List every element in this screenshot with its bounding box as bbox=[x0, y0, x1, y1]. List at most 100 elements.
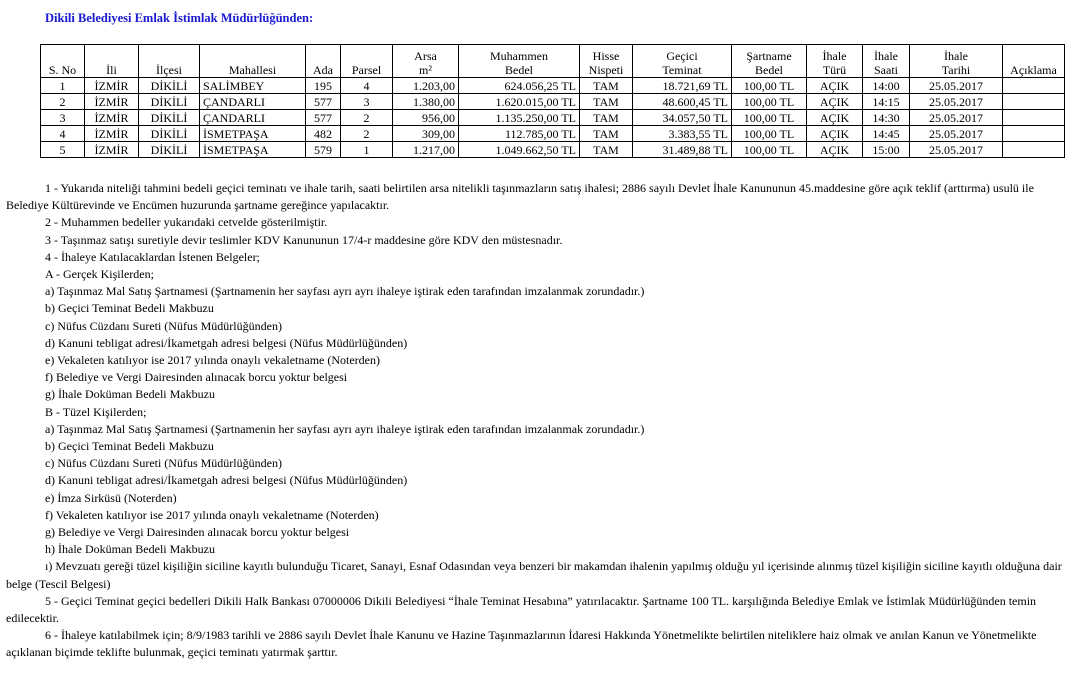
table-cell: 4 bbox=[40, 125, 85, 142]
paragraph: c) Nüfus Cüzdanı Sureti (Nüfus Müdürlüğü… bbox=[45, 456, 282, 471]
table-cell: İSMETPAŞA bbox=[199, 125, 306, 142]
paragraph: a) Taşınmaz Mal Satış Şartnamesi (Şartna… bbox=[45, 421, 645, 436]
table-cell: 3 bbox=[340, 93, 393, 110]
header-line: Teminat bbox=[662, 63, 702, 77]
table-cell bbox=[1002, 109, 1065, 126]
paragraph: ı) Mevzuatı gereği tüzel kişiliğin sicil… bbox=[6, 559, 1062, 591]
header-line: İhale bbox=[944, 49, 968, 63]
table-cell: 5 bbox=[40, 141, 85, 158]
column-header: İhale Saati bbox=[862, 44, 910, 78]
column-header: Mahallesi bbox=[199, 44, 306, 78]
header-line: Bedel bbox=[505, 63, 533, 77]
header-line: Saati bbox=[874, 63, 898, 77]
table-cell: 100,00 TL bbox=[731, 141, 807, 158]
table-cell: 1.135.250,00 TL bbox=[458, 109, 580, 126]
column-header: Şartname Bedel bbox=[731, 44, 807, 78]
header-line: S. No bbox=[48, 63, 77, 77]
column-header: İli bbox=[84, 44, 139, 78]
table-cell: 15:00 bbox=[862, 141, 910, 158]
table-cell: 1 bbox=[340, 141, 393, 158]
header-line: İhale bbox=[874, 49, 898, 63]
header-line: İli bbox=[106, 63, 117, 77]
table-cell: 48.600,45 TL bbox=[632, 93, 732, 110]
table-cell: 577 bbox=[305, 93, 341, 110]
paragraph: B - Tüzel Kişilerden; bbox=[45, 404, 147, 419]
table-cell: 1.049.662,50 TL bbox=[458, 141, 580, 158]
paragraph: b) Geçici Teminat Bedeli Makbuzu bbox=[45, 439, 214, 454]
paragraph: a) Taşınmaz Mal Satış Şartnamesi (Şartna… bbox=[45, 284, 645, 299]
table-row: 2 İZMİR DİKİLİ ÇANDARLI 577 3 1.380,00 1.620.01… bbox=[40, 93, 1065, 110]
table-cell: TAM bbox=[579, 93, 633, 110]
paragraph: g) İhale Doküman Bedeli Makbuzu bbox=[45, 387, 215, 402]
table-cell: 3.383,55 TL bbox=[632, 125, 732, 142]
table-cell: 25.05.2017 bbox=[909, 109, 1003, 126]
table-row: 1 İZMİR DİKİLİ SALİMBEY 195 4 1.203,00 624.056,… bbox=[40, 77, 1065, 94]
paragraph: 5 - Geçici Teminat geçici bedelleri Diki… bbox=[6, 593, 1037, 626]
column-header: Arsa m² bbox=[392, 44, 459, 78]
paragraph: e) Vekaleten katılıyor ise 2017 yılında … bbox=[45, 353, 380, 368]
table-cell: 25.05.2017 bbox=[909, 77, 1003, 94]
table-cell: 195 bbox=[305, 77, 341, 94]
paragraph: h) İhale Doküman Bedeli Makbuzu bbox=[45, 542, 215, 557]
table-cell: 956,00 bbox=[392, 109, 459, 126]
column-header: Ada bbox=[305, 44, 341, 78]
table-row: 3 İZMİR DİKİLİ ÇANDARLI 577 2 956,00 1.135.250,… bbox=[40, 109, 1065, 126]
table-cell: 1 bbox=[40, 77, 85, 94]
column-header: Hisse Nispeti bbox=[579, 44, 633, 78]
table-cell: 34.057,50 TL bbox=[632, 109, 732, 126]
paragraph: 4 - İhaleye Katılacaklardan İstenen Belg… bbox=[45, 249, 260, 264]
table-cell: İZMİR bbox=[84, 125, 139, 142]
table-cell: ÇANDARLI bbox=[199, 109, 306, 126]
header-line: Açıklama bbox=[1010, 63, 1057, 77]
table-cell: TAM bbox=[579, 141, 633, 158]
table-cell: 1.203,00 bbox=[392, 77, 459, 94]
table-cell: 100,00 TL bbox=[731, 93, 807, 110]
header-line: İhale bbox=[822, 49, 847, 63]
paragraph: d) Kanuni tebligat adresi/İkametgah adre… bbox=[45, 335, 408, 350]
table-cell: 25.05.2017 bbox=[909, 125, 1003, 142]
table-cell: İZMİR bbox=[84, 141, 139, 158]
header-row: S. No İli İlçesi Mahallesi Ada Parsel Arsa m² Mu… bbox=[40, 44, 1065, 78]
table-cell: İZMİR bbox=[84, 109, 139, 126]
table-cell: 1.380,00 bbox=[392, 93, 459, 110]
paragraph: d) Kanuni tebligat adresi/İkametgah adre… bbox=[45, 473, 408, 488]
table-cell: TAM bbox=[579, 77, 633, 94]
table-cell: 624.056,25 TL bbox=[458, 77, 580, 94]
paragraph: 1 - Yukarıda niteliği tahmini bedeli geç… bbox=[6, 181, 1034, 213]
table-cell bbox=[1002, 141, 1065, 158]
table-cell: DİKİLİ bbox=[138, 77, 200, 94]
table-cell bbox=[1002, 93, 1065, 110]
table-cell: AÇIK bbox=[806, 141, 863, 158]
table-cell: 14:45 bbox=[862, 125, 910, 142]
auction-table: S. No İli İlçesi Mahallesi Ada Parsel Arsa m² Mu… bbox=[40, 44, 1065, 158]
table-cell: İZMİR bbox=[84, 77, 139, 94]
table-cell: TAM bbox=[579, 109, 633, 126]
paragraph: 2 - Muhammen bedeller yukarıdaki cetveld… bbox=[45, 215, 328, 230]
paragraph: 6 - İhaleye katılabilmek için; 8/9/1983 … bbox=[6, 628, 1037, 660]
column-header: Parsel bbox=[340, 44, 393, 78]
header-line: Ada bbox=[313, 63, 333, 77]
column-header: Geçici Teminat bbox=[632, 44, 732, 78]
paragraph: f) Vekaleten katılıyor ise 2017 yılında … bbox=[45, 507, 379, 522]
body-text: 1 - Yukarıda niteliği tahmini bedeli geç… bbox=[6, 180, 1068, 662]
paragraph: b) Geçici Teminat Bedeli Makbuzu bbox=[45, 301, 214, 316]
table-cell: 100,00 TL bbox=[731, 109, 807, 126]
table-cell: 309,00 bbox=[392, 125, 459, 142]
header-line: Tarihi bbox=[941, 63, 971, 77]
table-cell: AÇIK bbox=[806, 77, 863, 94]
paragraph: c) Nüfus Cüzdanı Sureti (Nüfus Müdürlüğü… bbox=[45, 318, 282, 333]
column-header: İhale Türü bbox=[806, 44, 863, 78]
header-line: Arsa bbox=[414, 49, 437, 63]
column-header: İlçesi bbox=[138, 44, 200, 78]
table-cell: AÇIK bbox=[806, 93, 863, 110]
paragraph: g) Belediye ve Vergi Dairesinden alınaca… bbox=[45, 525, 350, 540]
header-line: Geçici bbox=[666, 49, 698, 63]
table-cell: ÇANDARLI bbox=[199, 93, 306, 110]
paragraph: A - Gerçek Kişilerden; bbox=[45, 267, 154, 282]
document-title: Dikili Belediyesi Emlak İstimlak Müdürlü… bbox=[45, 11, 314, 25]
table-cell: 579 bbox=[305, 141, 341, 158]
table-cell: 3 bbox=[40, 109, 85, 126]
table-row: 4 İZMİR DİKİLİ İSMETPAŞA 482 2 309,00 112.785,0… bbox=[40, 125, 1065, 142]
table-cell: 100,00 TL bbox=[731, 125, 807, 142]
